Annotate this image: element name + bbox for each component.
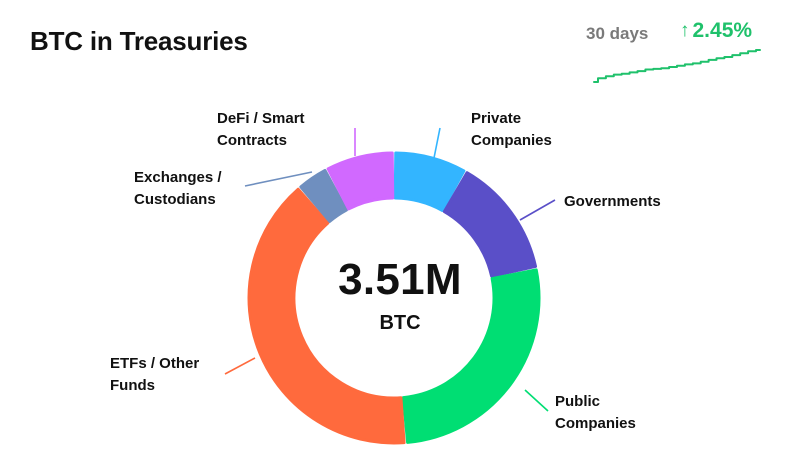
label-line: Contracts: [217, 132, 288, 149]
donut-slice-governments[interactable]: [442, 171, 538, 278]
leader-line: [519, 199, 556, 221]
label-line: Public: [555, 393, 601, 410]
label-line: Custodians: [134, 191, 216, 208]
donut-slice-private-companies[interactable]: [393, 151, 466, 212]
leader-line: [524, 389, 549, 412]
label-line: Funds: [110, 377, 155, 394]
center-unit: BTC: [379, 312, 421, 334]
label-defi-smart-contracts: DeFi / Smart Contracts: [217, 108, 305, 152]
period-label: 30 days: [586, 24, 649, 43]
donut-slice-public-companies[interactable]: [401, 268, 541, 444]
donut-slice-exchanges-custodians[interactable]: [299, 168, 348, 223]
label-private-companies: Private Companies: [471, 108, 552, 152]
leader-line: [224, 357, 256, 375]
label-line: Private: [471, 110, 522, 127]
donut-slice-etfs-other-funds[interactable]: [247, 187, 406, 445]
label-line: Companies: [555, 415, 636, 432]
label-etfs-other-funds: ETFs / Other Funds: [110, 353, 199, 397]
donut-slices: [247, 151, 541, 445]
label-line: DeFi / Smart: [217, 110, 305, 127]
label-line: Companies: [471, 132, 552, 149]
sparkline-chart: [593, 49, 761, 83]
center-value: 3.51M: [338, 255, 462, 304]
page-title: BTC in Treasuries: [30, 26, 248, 56]
donut-slice-defi-smart-contracts[interactable]: [326, 151, 395, 211]
up-arrow-icon: ↑: [680, 20, 690, 41]
label-line: Exchanges /: [134, 169, 222, 186]
change-value: 2.45%: [692, 19, 753, 42]
label-line: ETFs / Other: [110, 355, 200, 372]
label-line: Governments: [564, 193, 661, 210]
sparkline-line: [593, 49, 761, 83]
leader-line: [244, 171, 313, 187]
label-exchanges-custodians: Exchanges / Custodians: [134, 167, 222, 211]
label-governments: Governments: [564, 191, 661, 213]
change-indicator: ↑ 2.45%: [680, 20, 752, 41]
label-public-companies: Public Companies: [555, 391, 636, 435]
leader-lines: [224, 127, 556, 412]
leader-line: [433, 127, 441, 159]
